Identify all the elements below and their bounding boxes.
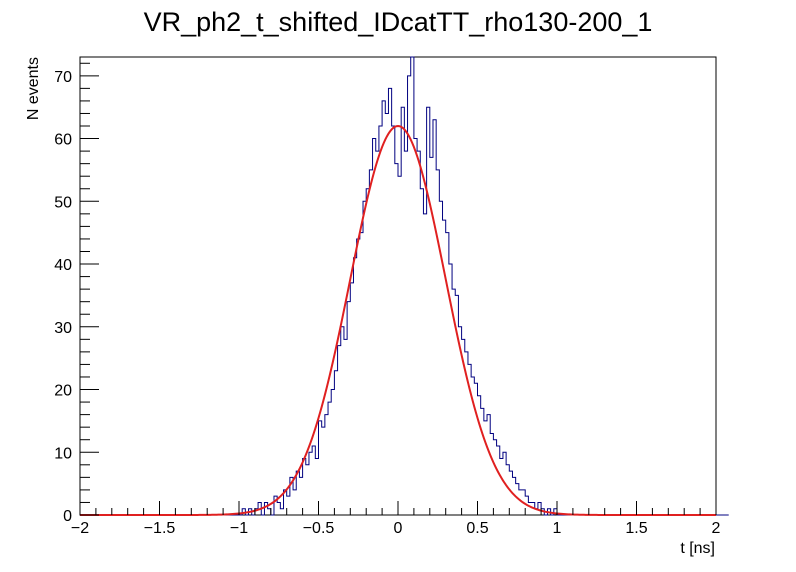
x-tick-label: 2 <box>712 520 721 537</box>
x-axis: −2 −1.5 −1 −0.5 0 0.5 1 1.5 2 <box>71 501 721 537</box>
y-tick-label: 10 <box>54 445 72 462</box>
y-tick-label: 70 <box>54 69 72 86</box>
y-tick-label: 40 <box>54 257 72 274</box>
y-tick-label: 20 <box>54 383 72 400</box>
fit-layer <box>80 125 716 516</box>
x-tick-label: 0 <box>394 520 403 537</box>
histogram-layer <box>80 56 729 516</box>
x-tick-label: −0.5 <box>303 520 335 537</box>
y-tick-label: 0 <box>63 508 72 525</box>
x-tick-label: 1.5 <box>625 520 647 537</box>
y-axis-label: N events <box>25 57 42 120</box>
fit-curve <box>80 125 716 516</box>
chart-title: VR_ph2_t_shifted_IDcatTT_rho130-200_1 <box>144 7 653 37</box>
y-axis: 0 10 20 30 40 50 60 70 <box>54 62 99 525</box>
histogram-series <box>80 56 729 516</box>
y-tick-label: 60 <box>54 132 72 149</box>
x-tick-label: −2 <box>71 520 89 537</box>
y-tick-label: 30 <box>54 320 72 337</box>
x-axis-label: t [ns] <box>680 540 715 557</box>
x-tick-label: 0.5 <box>466 520 488 537</box>
x-tick-label: 1 <box>553 520 562 537</box>
x-tick-label: −1 <box>230 520 248 537</box>
y-tick-label: 50 <box>54 194 72 211</box>
x-tick-label: −1.5 <box>144 520 176 537</box>
